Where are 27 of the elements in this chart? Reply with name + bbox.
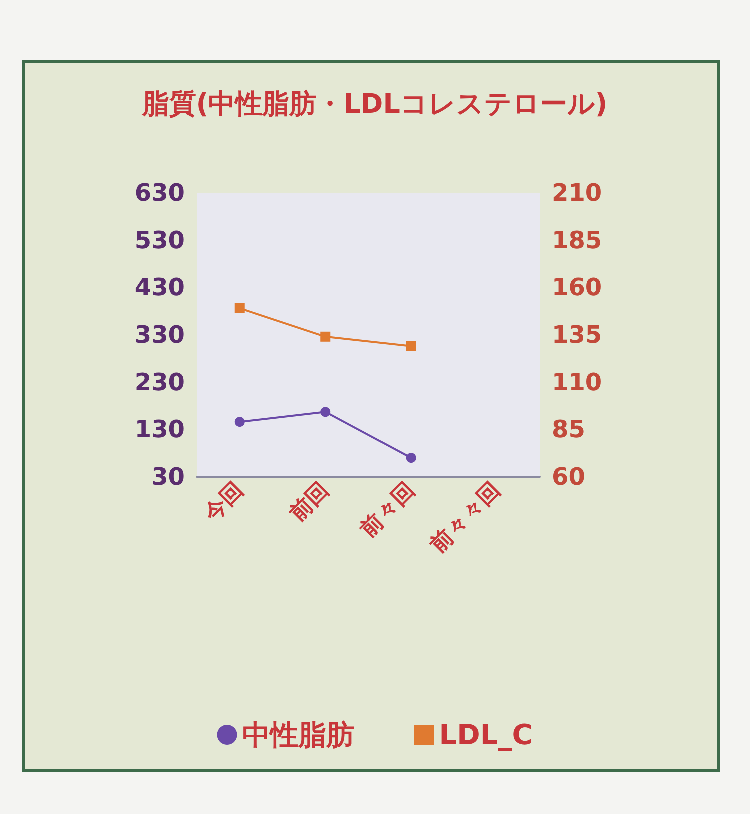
y-tick-label: 130 bbox=[134, 416, 185, 444]
y2-tick-label: 185 bbox=[552, 226, 602, 254]
point bbox=[234, 303, 245, 314]
y2-tick-label: 85 bbox=[552, 416, 586, 444]
y2-tick-label: 60 bbox=[552, 463, 586, 491]
y-tick-label: 530 bbox=[134, 226, 185, 254]
point bbox=[320, 407, 331, 418]
chart-title: 脂質(中性脂肪・LDLコレステロール) bbox=[141, 89, 608, 120]
y-tick-label: 430 bbox=[134, 274, 185, 302]
y2-tick-label: 135 bbox=[552, 321, 602, 349]
x-tick-label: 前々々回 bbox=[425, 478, 506, 559]
y-tick-label: 630 bbox=[134, 179, 185, 207]
y2-tick-label: 160 bbox=[552, 274, 602, 302]
legend-label: 中性脂肪 bbox=[242, 718, 354, 752]
legend-label: LDL_C bbox=[439, 718, 533, 752]
x-tick-label: 前々回 bbox=[355, 478, 420, 544]
point bbox=[406, 341, 416, 352]
point bbox=[234, 417, 245, 428]
y-tick-label: 230 bbox=[134, 368, 185, 396]
y2-tick-label: 210 bbox=[552, 179, 602, 207]
y-tick-label: 330 bbox=[134, 321, 185, 349]
point bbox=[320, 332, 331, 342]
x-tick-label: 前回 bbox=[284, 478, 334, 528]
y-tick-label: 30 bbox=[152, 463, 185, 491]
y2-tick-label: 110 bbox=[552, 368, 602, 396]
x-tick-label: 今回 bbox=[199, 478, 249, 528]
point bbox=[406, 453, 416, 464]
